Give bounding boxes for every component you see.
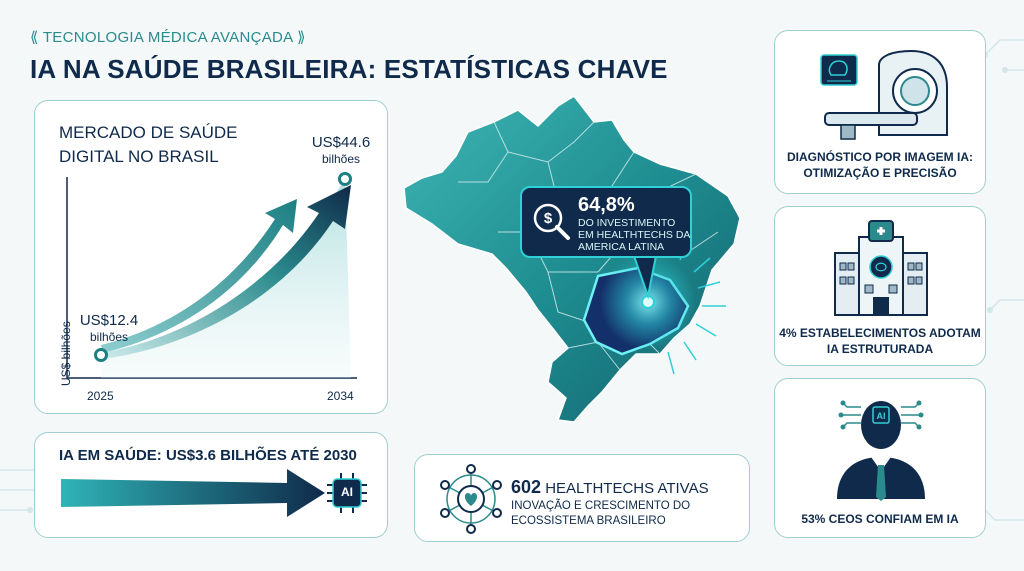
callout-percentage: 64,8% (578, 194, 635, 216)
investment-callout: $ 64,8% DO INVESTIMENTO EM HEALTHTECHS D… (520, 186, 692, 258)
header-kicker: ⟪ TECNOLOGIA MÉDICA AVANÇADA ⟫ (30, 29, 306, 46)
ai-chip-icon (327, 473, 367, 513)
ceos-text: 53% CEOs CONFIAM EM IA (801, 512, 959, 526)
healthtechs-count: 602 (511, 477, 542, 497)
establishments-card: 4% ESTABELECIMENTOS ADOTAM IA ESTRUTURAD… (774, 206, 986, 366)
brazil-outline (403, 95, 741, 423)
end-point-marker (338, 172, 352, 186)
healthtechs-title: 602 HEALTHTECHS ATIVAS (511, 477, 709, 498)
start-value: US$12.4 (79, 312, 139, 329)
glow-rays (667, 241, 726, 375)
market-card: MERCADO DE SAÚDE DIGITAL NO BRASIL US$44… (34, 100, 388, 414)
market-growth-chart (66, 172, 357, 379)
ai-chip-label: AI (341, 485, 353, 499)
ceos-card: AI 53% CEOs CONFIAM EM IA (774, 378, 986, 538)
establishments-text: 4% ESTABELECIMENTOS ADOTAM IA ESTRUTURAD… (779, 326, 981, 356)
growth-area (101, 179, 351, 378)
end-value-label: US$44.6 bilhões (301, 135, 381, 167)
end-value-unit: bilhões (321, 152, 361, 166)
start-value-label: US$12.4 bilhões (69, 313, 149, 345)
start-value-unit: bilhões (89, 330, 129, 344)
ia-arrow-graphic (61, 469, 367, 517)
start-point-marker (94, 348, 108, 362)
svg-text:$: $ (544, 210, 553, 227)
ia-investment-card: IA EM SAÚDE: US$3.6 BILHÕES ATÉ 2030 AI (34, 432, 388, 538)
y-axis-label: US$ bilhões (59, 321, 73, 386)
dollar-search-icon: $ (533, 203, 570, 240)
svg-text:AI: AI (877, 411, 886, 421)
growth-arrow-front (101, 185, 351, 359)
mri-scanner-icon (820, 49, 948, 140)
network-heart-icon (440, 464, 502, 534)
ia-title: IA EM SAÚDE: US$3.6 BILHÕES ATÉ 2030 (59, 447, 357, 464)
healthtechs-card: 602 HEALTHTECHS ATIVAS INOVAÇÃO E CRESCI… (414, 454, 750, 542)
header: ⟪ TECNOLOGIA MÉDICA AVANÇADA ⟫ IA NA SAÚ… (30, 28, 668, 85)
x-tick-end: 2034 (327, 389, 354, 403)
ia-arrow (61, 469, 325, 517)
callout-description: DO INVESTIMENTO EM HEALTHTECHS DA AMERIC… (578, 217, 690, 253)
page-title: IA NA SAÚDE BRASILEIRA: ESTATÍSTICAS CHA… (30, 54, 668, 84)
x-tick-start: 2025 (87, 389, 114, 403)
hospital-icon (834, 220, 928, 316)
brazil-map (403, 95, 741, 423)
ceo-ai-icon: AI (837, 400, 925, 501)
imaging-diagnosis-text: DIAGNÓSTICO POR IMAGEM IA: OTIMIZAÇÃO E … (787, 150, 973, 180)
imaging-diagnosis-card: DIAGNÓSTICO POR IMAGEM IA: OTIMIZAÇÃO E … (774, 30, 986, 194)
growth-arrow-back (101, 199, 297, 353)
market-title: MERCADO DE SAÚDE DIGITAL NO BRASIL (59, 123, 238, 166)
end-value: US$44.6 (311, 134, 371, 151)
healthtechs-title-text: HEALTHTECHS ATIVAS (541, 480, 709, 497)
healthtechs-subtitle: INOVAÇÃO E CRESCIMENTO DO ECOSSISTEMA BR… (511, 500, 691, 527)
